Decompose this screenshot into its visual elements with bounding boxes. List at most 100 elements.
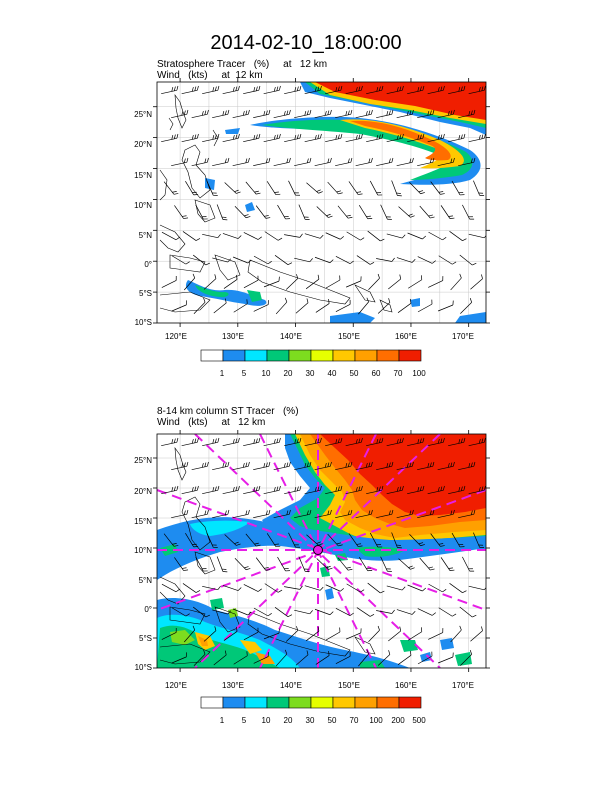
top-colorbar-label: 1 [220,369,225,378]
bottom-wind-barb [315,651,330,665]
top-wind-barb [345,85,363,95]
top-wind-barb [448,85,466,95]
top-wind-barb [232,109,250,119]
top-wind-barb [377,298,391,314]
bottom-wind-barb [367,582,385,594]
top-wind-barb [325,133,343,143]
top-coastlines [159,93,393,313]
top-wind-barb [161,276,177,288]
bottom-wind-barb [376,509,394,519]
bottom-wind-barb [473,532,485,548]
bottom-wind-barb [380,556,392,572]
top-wind-barb [376,109,394,119]
top-lon-label: 160°E [395,332,417,341]
bottom-colorbar-label: 5 [242,716,247,725]
top-wind-barb [181,133,199,143]
top-wind-barb [459,254,477,266]
top-colorbar-box [288,349,312,362]
top-wind-barb [325,232,344,240]
bottom-wind-barb [407,437,425,447]
top-wind-barb [284,133,302,143]
bottom-wind-barb [277,556,290,572]
top-wind-barb [386,85,404,95]
top-wind-barb [212,157,230,167]
top-wind-barb [417,256,436,264]
bottom-wind-barb [213,650,227,666]
top-wind-barb [367,230,385,242]
bottom-wind-barb [192,606,210,618]
bottom-wind-barb [358,557,373,572]
top-wind-barb [161,231,180,241]
top-colorbar-box [266,349,290,362]
top-wind-barb [212,257,231,263]
top-wind-barb [304,133,322,143]
bottom-wind-barb [191,509,209,519]
top-colorbar-box [376,349,400,362]
bottom-wind-barb [263,485,281,495]
top-wind-barb [396,157,414,167]
top-wind-barb [203,274,217,290]
bottom-wind-barb [438,607,457,617]
top-wind-barb [306,182,323,194]
top-wind-barb [462,204,475,220]
bottom-wind-barb [417,651,433,665]
bottom-wind-barb [407,485,425,495]
bottom-colorbar-label: 70 [350,716,359,725]
top-lat-label: 25°N [134,110,152,119]
bottom-wind-barb [386,437,404,447]
top-wind-barb [407,232,427,240]
top-wind-barb [161,85,179,95]
bottom-wind-barb [171,607,190,617]
bottom-wind-barb [275,649,288,667]
top-wind-barb [264,231,283,241]
top-wind-barb [243,133,261,143]
top-wind-barb [202,233,221,239]
top-wind-barb [195,204,208,220]
bottom-wind-barb [327,533,343,547]
bottom-wind-barb [222,585,242,591]
bottom-wind-barbs [161,437,486,667]
top-wind-barb [325,275,341,289]
bottom-map-panel: 25°N 20°N 15°N 10°N 5°N 0° 5°S 10°S 120°… [134,430,490,725]
top-wind-barb [253,157,271,167]
bottom-wind-barb [335,651,351,664]
top-wind-barb [277,204,290,220]
top-wind-barb [275,297,288,315]
bottom-wind-barb [233,651,248,665]
top-wind-barb [213,298,227,314]
bottom-wind-barb [264,583,283,593]
bottom-wind-barb [345,628,362,640]
bottom-wind-barb [171,652,187,664]
page-title: 2014-02-10_18:00:00 [210,32,402,54]
bottom-wind-barb [253,607,272,617]
top-wind-barb [234,206,251,219]
top-lat-label: 10°N [134,201,152,210]
top-tracer-field [185,82,486,323]
top-wind-barb [460,297,472,314]
bottom-wind-barb [316,558,333,570]
bottom-wind-barb [430,533,445,547]
bottom-wind-barb [325,584,344,592]
top-wind-barb [327,181,343,195]
top-wind-barb [274,255,293,266]
top-wind-barb [223,274,238,289]
top-wind-barb [397,298,412,313]
bottom-lon-label: 160°E [395,681,417,690]
top-colorbar-labels: 1 5 10 20 30 40 50 60 70 100 [220,369,426,378]
bottom-wind-barb [263,437,281,447]
bottom-wind-barb [273,509,291,519]
bottom-lat-label: 5°S [139,634,152,643]
top-wind-barb [284,85,302,95]
bottom-wind-barb [462,556,475,572]
top-colorbar-label: 60 [372,369,381,378]
bottom-wind-barb [182,583,201,593]
top-colorbar-label: 30 [306,369,315,378]
bottom-wind-barb [348,533,363,547]
top-wind-barb [345,133,363,143]
bottom-wind-barb [377,650,391,666]
top-wind-barb [174,205,189,219]
top-wind-barb [294,257,313,263]
bottom-wind-barb [266,533,281,548]
bottom-wind-barb [181,437,199,447]
bottom-colorbar-box [398,696,422,709]
